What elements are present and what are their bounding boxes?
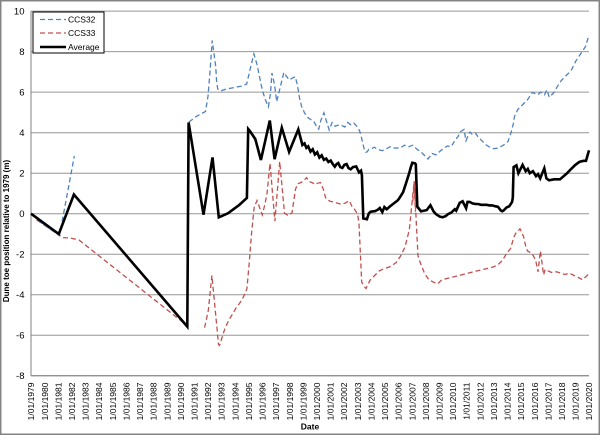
svg-text:1/01/2017: 1/01/2017 — [543, 382, 553, 420]
svg-text:1/01/1990: 1/01/1990 — [176, 382, 186, 420]
svg-text:1/01/1988: 1/01/1988 — [149, 382, 159, 420]
svg-text:1/01/2016: 1/01/2016 — [530, 382, 540, 420]
svg-text:-6: -6 — [16, 331, 24, 342]
svg-text:1/01/2006: 1/01/2006 — [394, 382, 404, 420]
svg-text:1/01/1985: 1/01/1985 — [108, 382, 118, 420]
svg-text:8: 8 — [19, 47, 24, 58]
svg-text:1/01/1999: 1/01/1999 — [298, 382, 308, 420]
svg-text:1/01/1986: 1/01/1986 — [122, 382, 132, 420]
svg-text:1/01/1997: 1/01/1997 — [271, 382, 281, 420]
svg-text:1/01/2010: 1/01/2010 — [448, 382, 458, 420]
svg-text:1/01/1998: 1/01/1998 — [285, 382, 295, 420]
svg-text:CCS32: CCS32 — [68, 15, 96, 25]
svg-text:1/01/2015: 1/01/2015 — [516, 382, 526, 420]
svg-text:2: 2 — [19, 168, 24, 179]
svg-text:1/01/1980: 1/01/1980 — [40, 382, 50, 420]
svg-text:-4: -4 — [16, 290, 24, 301]
svg-text:1/01/2018: 1/01/2018 — [557, 382, 567, 420]
svg-text:1/01/1994: 1/01/1994 — [230, 382, 240, 420]
svg-text:10: 10 — [14, 6, 25, 17]
svg-text:1/01/2004: 1/01/2004 — [366, 382, 376, 420]
svg-text:1/01/2009: 1/01/2009 — [435, 382, 445, 420]
svg-text:1/01/1987: 1/01/1987 — [135, 382, 145, 420]
svg-text:1/01/1992: 1/01/1992 — [203, 382, 213, 420]
svg-text:Average: Average — [68, 42, 100, 52]
svg-text:4: 4 — [19, 128, 24, 139]
svg-text:1/01/2002: 1/01/2002 — [339, 382, 349, 420]
svg-text:1/01/1979: 1/01/1979 — [26, 382, 36, 420]
svg-text:6: 6 — [19, 87, 24, 98]
svg-text:1/01/2001: 1/01/2001 — [326, 382, 336, 420]
svg-text:1/01/2003: 1/01/2003 — [353, 382, 363, 420]
svg-text:1/01/2000: 1/01/2000 — [312, 382, 322, 420]
svg-text:1/01/1983: 1/01/1983 — [81, 382, 91, 420]
svg-text:1/01/1989: 1/01/1989 — [162, 382, 172, 420]
svg-text:1/01/2020: 1/01/2020 — [584, 382, 594, 420]
svg-text:1/01/1981: 1/01/1981 — [53, 382, 63, 420]
svg-text:1/01/2012: 1/01/2012 — [475, 382, 485, 420]
svg-text:1/01/1995: 1/01/1995 — [244, 382, 254, 420]
svg-text:1/01/1991: 1/01/1991 — [190, 382, 200, 420]
svg-text:1/01/2005: 1/01/2005 — [380, 382, 390, 420]
svg-text:1/01/1996: 1/01/1996 — [258, 382, 268, 420]
svg-text:1/01/2008: 1/01/2008 — [421, 382, 431, 420]
svg-text:1/01/2007: 1/01/2007 — [407, 382, 417, 420]
svg-text:1/01/2013: 1/01/2013 — [489, 382, 499, 420]
svg-text:Dune toe position relative to: Dune toe position relative to 1979 (m) — [2, 160, 11, 303]
svg-text:-2: -2 — [16, 249, 24, 260]
svg-text:1/01/2019: 1/01/2019 — [571, 382, 581, 420]
svg-text:0: 0 — [19, 209, 24, 220]
svg-text:1/01/1982: 1/01/1982 — [67, 382, 77, 420]
svg-text:CCS33: CCS33 — [68, 28, 96, 38]
svg-text:Date: Date — [301, 422, 320, 432]
svg-text:1/01/2011: 1/01/2011 — [462, 382, 472, 419]
svg-text:1/01/1993: 1/01/1993 — [217, 382, 227, 420]
svg-text:1/01/1984: 1/01/1984 — [94, 382, 104, 420]
svg-text:-8: -8 — [16, 371, 24, 382]
svg-text:1/01/2014: 1/01/2014 — [503, 382, 513, 420]
